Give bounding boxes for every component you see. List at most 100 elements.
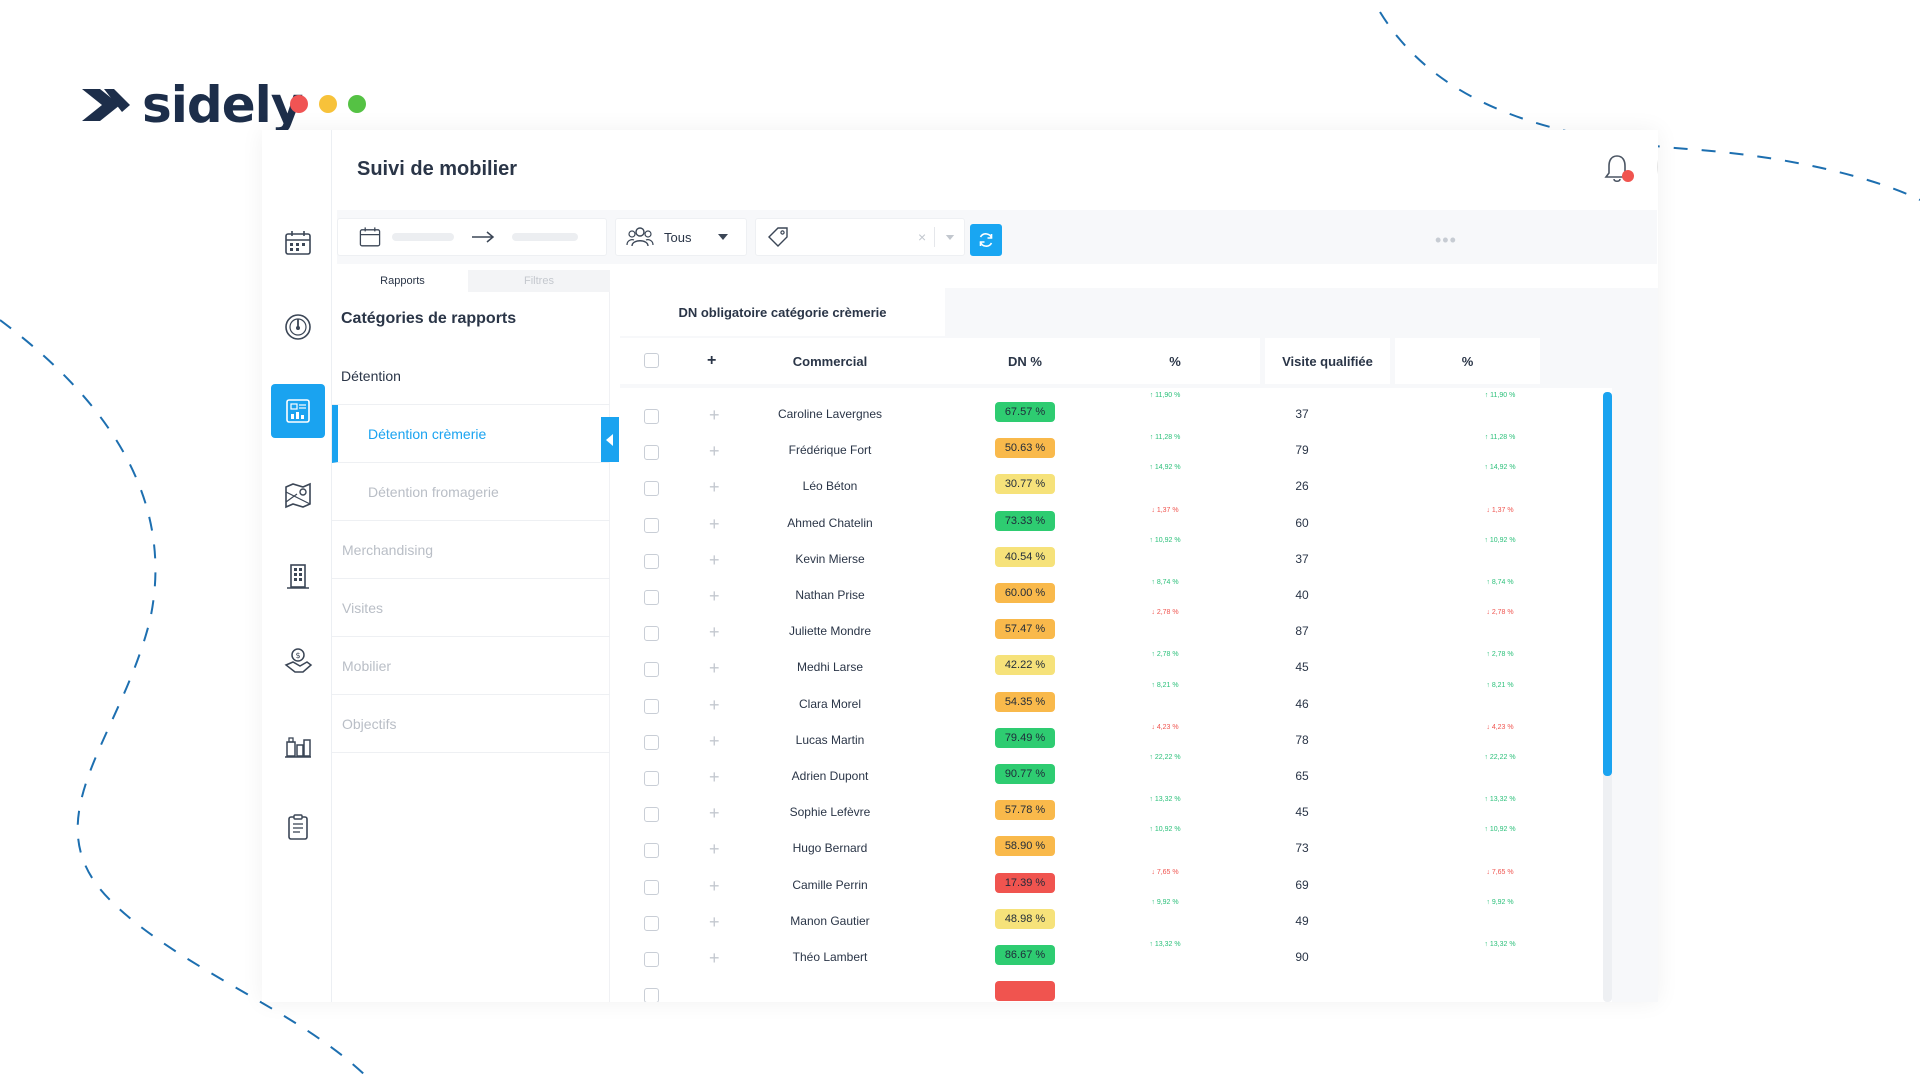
row-checkbox[interactable] <box>644 988 659 1002</box>
sidely-logo: sidely <box>80 76 303 134</box>
rail-map[interactable] <box>271 468 325 522</box>
category-merchandising[interactable]: Merchandising <box>332 521 610 579</box>
table-row[interactable]: + Nathan Prise 60.00 % ↑ 8,74 % 40 ↑ 8,74 % <box>620 579 1612 615</box>
table-row[interactable]: + Ahmed Chatelin 73.33 % ↓ 1,37 % 60 ↓ 1,37 % <box>620 507 1612 543</box>
user-group-select[interactable]: Tous <box>615 218 747 256</box>
column-dn[interactable]: DN % <box>1008 353 1042 369</box>
expand-row-button[interactable]: + <box>709 803 720 824</box>
dn-value-badge: 86.67 % <box>995 945 1055 965</box>
row-checkbox[interactable] <box>644 952 659 967</box>
caret-down-icon[interactable] <box>945 234 955 241</box>
report-tab[interactable]: DN obligatoire catégorie crèmerie <box>620 288 945 336</box>
report-icon <box>286 399 310 423</box>
table-row[interactable]: + Lucas Martin 79.49 % ↓ 4,23 % 78 ↓ 4,23 % <box>620 724 1612 760</box>
expand-row-button[interactable]: + <box>709 658 720 679</box>
category-detention-cremerie[interactable]: Détention crèmerie <box>332 405 610 463</box>
column-pct[interactable]: % <box>1169 353 1181 369</box>
commercial-name: Manon Gautier <box>790 913 870 928</box>
tag-filter-select[interactable]: × <box>755 218 965 256</box>
category-detention[interactable]: Détention <box>332 347 610 405</box>
filter-toolbar: Tous × ••• <box>337 210 1657 264</box>
row-checkbox[interactable] <box>644 517 659 533</box>
row-checkbox[interactable] <box>644 734 659 750</box>
expand-row-button[interactable]: + <box>709 622 720 643</box>
expand-all-button[interactable]: + <box>707 352 717 369</box>
row-checkbox[interactable] <box>644 445 659 461</box>
bell-icon[interactable] <box>1602 152 1632 186</box>
panel-tabs: Rapports Filtres <box>337 270 610 292</box>
window-dot-red[interactable] <box>290 95 308 113</box>
row-checkbox[interactable] <box>644 409 659 424</box>
row-checkbox[interactable] <box>644 626 659 642</box>
expand-row-button[interactable]: + <box>709 948 720 968</box>
table-row[interactable]: + Léo Béton 30.77 % ↑ 14,92 % 26 ↑ 14,92 % <box>620 464 1612 506</box>
clear-icon[interactable]: × <box>918 229 927 245</box>
category-objectifs[interactable]: Objectifs <box>332 695 610 753</box>
table-row[interactable]: + Juliette Mondre 57.47 % ↓ 2,78 % 87 ↓ 2,78 … <box>620 609 1612 651</box>
row-checkbox[interactable] <box>644 879 659 895</box>
refresh-button[interactable] <box>970 224 1002 256</box>
tab-rapports[interactable]: Rapports <box>337 270 468 292</box>
expand-row-button[interactable]: + <box>709 477 720 498</box>
window-dot-yellow[interactable] <box>319 95 337 113</box>
table-row[interactable]: + Camille Perrin 17.39 % ↓ 7,65 % 69 ↓ 7,65 % <box>620 869 1612 905</box>
expand-row-button[interactable]: + <box>709 767 720 787</box>
rail-companies[interactable] <box>271 550 325 604</box>
window-dot-green[interactable] <box>348 95 366 113</box>
scrollbar-thumb[interactable] <box>1603 392 1612 776</box>
select-all-checkbox[interactable] <box>644 353 659 368</box>
expand-row-button[interactable]: + <box>709 730 720 751</box>
rail-calendar[interactable] <box>271 216 325 270</box>
rail-forms[interactable] <box>271 800 325 854</box>
expand-row-button[interactable]: + <box>709 694 720 715</box>
expand-row-button[interactable]: + <box>709 441 720 462</box>
expand-row-button[interactable]: + <box>709 513 720 534</box>
table-row[interactable]: + Sophie Lefèvre 57.78 % ↑ 13,32 % 45 ↑ 13,32… <box>620 796 1612 832</box>
row-checkbox[interactable] <box>644 553 659 569</box>
rail-deals[interactable]: $ <box>271 634 325 688</box>
table-row[interactable]: + Frédérique Fort 50.63 % ↑ 11,28 % 79 ↑ 11,2… <box>620 434 1612 470</box>
tab-filtres[interactable]: Filtres <box>468 270 610 292</box>
collapse-panel-button[interactable] <box>601 417 619 462</box>
row-checkbox[interactable] <box>644 843 659 859</box>
row-checkbox[interactable] <box>644 807 659 823</box>
column-commercial[interactable]: Commercial <box>792 353 868 369</box>
category-detention-fromagerie[interactable]: Détention fromagerie <box>332 463 610 521</box>
rail-reports[interactable] <box>271 384 325 438</box>
expand-row-button[interactable]: + <box>709 911 720 932</box>
table-row[interactable]: + Adrien Dupont 90.77 % ↑ 22,22 % 65 ↑ 22,22 … <box>620 754 1612 796</box>
category-mobilier[interactable]: Mobilier <box>332 637 610 695</box>
table-row[interactable]: + Manon Gautier 48.98 % ↑ 9,92 % 49 ↑ 9,92 % <box>620 899 1612 941</box>
dn-value-badge: 54.35 % <box>995 691 1055 712</box>
row-checkbox[interactable] <box>644 698 659 714</box>
expand-row-button[interactable]: + <box>709 875 720 896</box>
dn-value-badge: 90.77 % <box>995 764 1055 784</box>
table-row[interactable]: + Théo Lambert 86.67 % ↑ 13,32 % 90 ↑ 13,32 % <box>620 941 1612 977</box>
dn-trend: ↑ 13,32 % <box>1149 941 1181 948</box>
rail-products[interactable] <box>271 718 325 772</box>
column-visit[interactable]: Visite qualifiée <box>1265 338 1390 384</box>
expand-row-button[interactable]: + <box>709 839 720 860</box>
calendar-icon <box>285 231 311 255</box>
row-checkbox[interactable] <box>644 481 659 497</box>
row-checkbox[interactable] <box>644 590 659 605</box>
avatar[interactable] <box>1657 142 1658 192</box>
rail-dashboard[interactable] <box>271 300 325 354</box>
row-checkbox[interactable] <box>644 662 659 678</box>
expand-row-button[interactable]: + <box>709 549 720 570</box>
table-row[interactable]: + Hugo Bernard 58.90 % ↑ 10,92 % 73 ↑ 10,92 % <box>620 826 1612 868</box>
row-checkbox[interactable] <box>644 771 659 786</box>
table-row[interactable]: + Caroline Lavergnes 67.57 % ↑ 11,90 % 37 ↑ 1… <box>620 392 1612 434</box>
row-checkbox[interactable] <box>644 915 659 931</box>
category-visites[interactable]: Visites <box>332 579 610 637</box>
date-range-picker[interactable] <box>337 218 607 256</box>
table-row[interactable]: + Medhi Larse 42.22 % ↑ 2,78 % 45 ↑ 2,78 % <box>620 651 1612 687</box>
date-start-field[interactable] <box>392 233 454 241</box>
column-pct2[interactable]: % <box>1395 338 1540 384</box>
date-end-field[interactable] <box>512 233 578 241</box>
table-row[interactable]: + Kevin Mierse 40.54 % ↑ 10,92 % 37 ↑ 10,92 % <box>620 537 1612 579</box>
expand-row-button[interactable]: + <box>709 405 720 425</box>
more-options-icon[interactable]: ••• <box>1435 230 1457 250</box>
table-row[interactable]: + Clara Morel 54.35 % ↑ 8,21 % 46 ↑ 8,21 % <box>620 682 1612 724</box>
expand-row-button[interactable]: + <box>709 586 720 606</box>
